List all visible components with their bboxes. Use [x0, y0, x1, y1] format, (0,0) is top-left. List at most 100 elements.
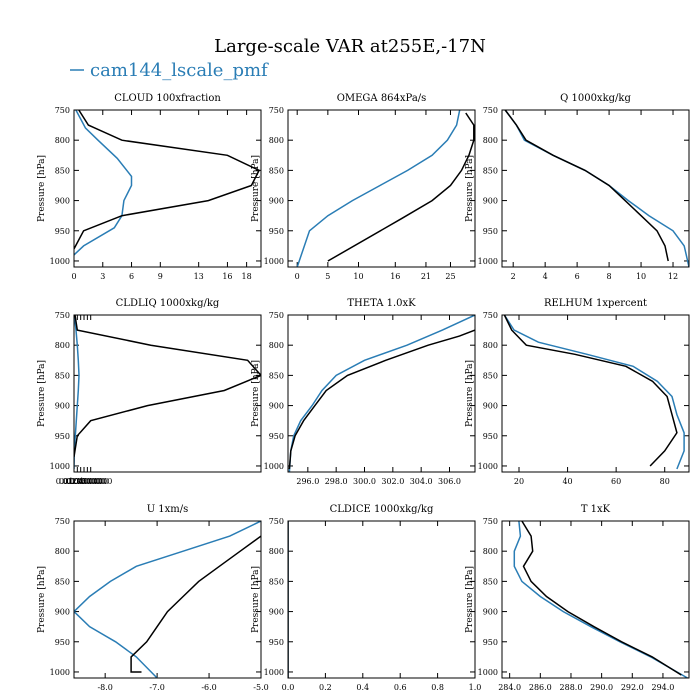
- x-tick-label: 0.0200000: [59, 477, 102, 486]
- panel-2: OMEGA 864xPa/s Pressure [hPa] 750 800 850 900…: [251, 93, 476, 281]
- plot-frame: [287, 520, 476, 679]
- x-tick-label: 10: [353, 272, 363, 281]
- panel-title: OMEGA 864xPa/s: [337, 93, 427, 104]
- x-tick-label: 0.0: [282, 683, 295, 692]
- y-tick-label: 850: [55, 577, 70, 586]
- y-tick-label: 800: [483, 136, 498, 145]
- y-tick-label: 950: [55, 227, 70, 236]
- series-line-1: [74, 315, 80, 470]
- panel-7: U 1xm/s Pressure [hPa] 750 800 850 900 950 1000…: [37, 504, 269, 692]
- y-tick-label: 750: [55, 517, 70, 526]
- panel-title: CLDLIQ 1000xkg/kg: [116, 298, 220, 309]
- x-tick-label: 13: [194, 272, 204, 281]
- x-tick-label: 16: [390, 272, 400, 281]
- x-tick-label: 0.0100000: [56, 477, 99, 486]
- series-line-1: [288, 315, 475, 472]
- y-axis-label: Pressure [hPa]: [37, 155, 47, 222]
- y-tick-label: 900: [483, 608, 498, 617]
- y-tick-label: 800: [55, 136, 70, 145]
- y-tick-label: 850: [483, 371, 498, 380]
- y-tick-label: 850: [483, 166, 498, 175]
- x-tick-label: 40: [562, 477, 572, 486]
- x-tick-label: 286.0: [529, 683, 552, 692]
- y-axis-label: Pressure [hPa]: [251, 360, 261, 427]
- series-line-2: [74, 110, 261, 250]
- x-tick-label: 3: [100, 272, 105, 281]
- y-tick-label: 900: [269, 608, 284, 617]
- panel-8: CLDICE 1000xkg/kg Pressure [hPa] 750 800 850…: [251, 504, 481, 692]
- series-line-1: [74, 521, 261, 678]
- y-tick-label: 900: [269, 402, 284, 411]
- x-tick-label: -8.0: [97, 683, 112, 692]
- y-axis-label: Pressure [hPa]: [251, 155, 261, 222]
- y-tick-label: 950: [269, 432, 284, 441]
- y-tick-label: 900: [55, 402, 70, 411]
- x-tick-label: 0.8: [431, 683, 444, 692]
- series-line-2: [74, 315, 261, 458]
- panel-title: CLOUD 100xfraction: [114, 93, 221, 104]
- x-tick-label: -7.0: [149, 683, 164, 692]
- x-tick-label: 60: [611, 477, 621, 486]
- x-tick-label: 16: [222, 272, 232, 281]
- plot-frame: [287, 314, 476, 473]
- y-tick-label: 850: [55, 371, 70, 380]
- y-tick-label: 1000: [264, 257, 284, 266]
- x-tick-label: 0.6: [394, 683, 407, 692]
- plot-frame: [501, 520, 690, 679]
- x-tick-label: 20: [514, 477, 524, 486]
- series-line-2: [130, 535, 261, 673]
- panel-title: Q 1000xkg/kg: [560, 93, 631, 104]
- y-tick-label: 950: [55, 638, 70, 647]
- series-line-1: [504, 110, 689, 267]
- x-tick-label: -6.0: [201, 683, 216, 692]
- y-tick-label: 800: [483, 547, 498, 556]
- x-tick-label: 8: [607, 272, 612, 281]
- panel-title: RELHUM 1xpercent: [544, 298, 647, 309]
- x-tick-label: 2: [511, 272, 516, 281]
- series-line-2: [327, 112, 475, 262]
- x-tick-label: 4: [543, 272, 548, 281]
- x-tick-label: 0: [295, 272, 300, 281]
- y-tick-label: 850: [483, 577, 498, 586]
- x-tick-label: 0.0400000: [66, 477, 109, 486]
- panel-title: CLDICE 1000xkg/kg: [330, 504, 434, 515]
- y-tick-label: 950: [483, 638, 498, 647]
- x-tick-label: 298.0: [325, 477, 348, 486]
- x-tick-label: 10: [636, 272, 646, 281]
- y-tick-label: 900: [55, 197, 70, 206]
- x-tick-label: 296.0: [296, 477, 319, 486]
- series-line-1: [296, 110, 461, 267]
- y-axis-label: Pressure [hPa]: [37, 360, 47, 427]
- panel-title: THETA 1.0xK: [347, 298, 416, 309]
- y-tick-label: 1000: [264, 462, 284, 471]
- panel-5: THETA 1.0xK Pressure [hPa] 750 800 850 900 950…: [251, 298, 476, 486]
- y-tick-label: 1000: [478, 668, 498, 677]
- y-tick-label: 750: [269, 311, 284, 320]
- plot-frame: [501, 109, 690, 268]
- x-tick-label: 288.0: [560, 683, 583, 692]
- y-tick-label: 900: [483, 402, 498, 411]
- y-axis-label: Pressure [hPa]: [465, 566, 475, 633]
- x-tick-label: 18: [242, 272, 252, 281]
- y-tick-label: 950: [483, 227, 498, 236]
- y-tick-label: 800: [483, 341, 498, 350]
- plot-frame: [501, 314, 690, 473]
- x-tick-label: 284.0: [498, 683, 521, 692]
- y-tick-label: 900: [483, 197, 498, 206]
- y-tick-label: 1000: [478, 257, 498, 266]
- panel-title: U 1xm/s: [147, 504, 189, 515]
- y-tick-label: 950: [55, 432, 70, 441]
- x-tick-label: 12: [668, 272, 678, 281]
- series-line-2: [521, 521, 682, 676]
- legend-label: cam144_lscale_pmf: [90, 60, 269, 81]
- x-tick-label: 5: [325, 272, 330, 281]
- panel-4: CLDLIQ 1000xkg/kg Pressure [hPa] 750 800 850…: [37, 298, 262, 486]
- y-tick-label: 950: [269, 638, 284, 647]
- y-tick-label: 1000: [264, 668, 284, 677]
- series-line-1: [513, 521, 688, 678]
- y-tick-label: 750: [483, 517, 498, 526]
- y-tick-label: 800: [269, 547, 284, 556]
- y-tick-label: 1000: [50, 668, 70, 677]
- y-tick-label: 900: [269, 197, 284, 206]
